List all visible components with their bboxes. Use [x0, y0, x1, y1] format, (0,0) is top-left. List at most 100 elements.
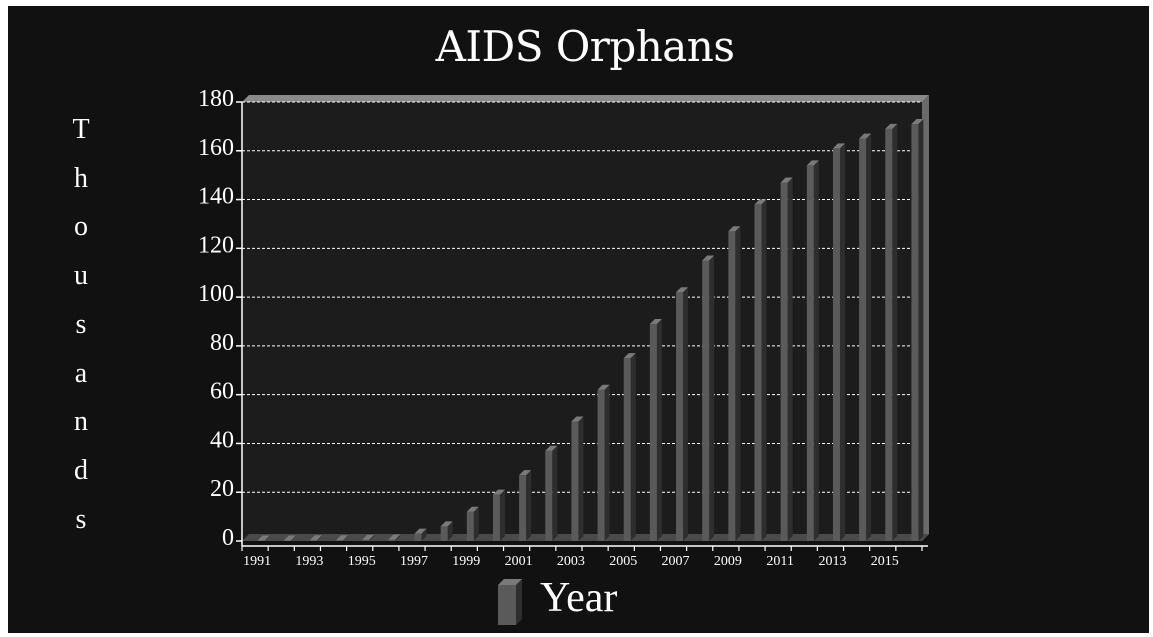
bar-side — [604, 384, 610, 541]
bar-front — [859, 138, 867, 542]
legend-label-year: Year — [540, 575, 618, 621]
bar-side — [709, 255, 715, 541]
bar — [440, 521, 453, 541]
bar-top — [649, 318, 662, 324]
bar-top — [728, 226, 741, 232]
bar-front — [362, 539, 370, 541]
bar-front — [440, 526, 448, 541]
bar-side — [369, 534, 375, 541]
bar-side — [526, 470, 532, 541]
bar-top — [676, 287, 689, 293]
bar — [806, 160, 819, 541]
bar-top — [806, 160, 819, 166]
bar-top — [911, 118, 924, 124]
bar-front — [597, 389, 605, 541]
bar-top — [388, 534, 401, 540]
bar-front — [309, 540, 317, 541]
bar — [545, 445, 558, 541]
x-tick-label: 2009 — [714, 554, 742, 569]
bar-side — [473, 506, 479, 541]
x-tick-label: 2005 — [609, 554, 637, 569]
bar-front — [885, 128, 893, 542]
y-tick-label: 180 — [198, 86, 234, 112]
chart-title: AIDS Orphans — [435, 22, 735, 71]
bar-front — [780, 182, 788, 541]
bar-side — [656, 318, 662, 541]
bar-side — [447, 521, 453, 541]
bar-front — [728, 231, 736, 541]
bar — [649, 318, 662, 541]
bar — [388, 534, 401, 541]
bar-top — [440, 521, 453, 527]
bar-top — [597, 384, 610, 390]
bar — [362, 534, 375, 541]
bar — [283, 535, 296, 542]
bar-front — [832, 148, 840, 542]
bar-top — [885, 123, 898, 129]
bar — [832, 143, 845, 542]
bar-front — [519, 475, 527, 541]
bar-side — [892, 123, 898, 542]
bar-front — [911, 123, 919, 541]
bar-top — [309, 535, 322, 541]
bar-front — [466, 511, 474, 541]
y-tick-label: 40 — [210, 427, 234, 453]
bar-front — [414, 533, 422, 541]
bar-side — [264, 535, 270, 541]
bar-side — [630, 353, 636, 541]
x-tick-label: 2011 — [766, 554, 793, 569]
x-tick-label: 2007 — [662, 554, 690, 569]
x-tick-label: 1991 — [243, 554, 271, 569]
y-tick-label: 160 — [198, 135, 234, 161]
bar-top — [859, 133, 872, 139]
bar-side — [866, 133, 872, 542]
bar-top — [832, 143, 845, 149]
bar — [336, 535, 349, 541]
bar-side — [499, 489, 505, 541]
bar-top — [623, 353, 636, 359]
bar-side — [578, 416, 584, 541]
bar-front — [545, 450, 553, 541]
y-tick-label: 100 — [198, 281, 234, 307]
y-tick-label: 120 — [198, 232, 234, 258]
legend-swatch — [498, 579, 522, 625]
bar-side — [552, 445, 558, 541]
y-tick-label: 60 — [210, 379, 234, 405]
x-tick-label: 2003 — [557, 554, 585, 569]
bar-front — [257, 540, 265, 542]
bar — [911, 118, 924, 541]
bar-front — [336, 540, 344, 541]
bar — [702, 255, 715, 541]
bar-side — [735, 226, 741, 541]
bar-top — [414, 528, 427, 534]
bar-top — [492, 489, 505, 495]
bar-top — [545, 445, 558, 451]
bar — [676, 287, 689, 541]
bar-side — [290, 535, 296, 541]
bar-side — [316, 535, 322, 541]
bar-side — [918, 118, 924, 541]
bar-top — [754, 199, 767, 205]
bar-front — [806, 165, 814, 541]
bar-top — [466, 506, 479, 512]
bar-front — [754, 204, 762, 541]
bar — [519, 470, 532, 541]
bar-top — [519, 470, 532, 476]
bar — [885, 123, 898, 542]
bar — [623, 353, 636, 541]
bar — [257, 535, 270, 542]
bar-front — [388, 539, 396, 541]
bar — [466, 506, 479, 541]
bar-top — [283, 535, 296, 541]
bar-front — [702, 260, 710, 541]
y-tick-label: 80 — [210, 330, 234, 356]
bar — [780, 177, 793, 541]
bar-top — [780, 177, 793, 183]
bar-front — [676, 292, 684, 541]
x-tick-label: 1995 — [348, 554, 376, 569]
bar — [728, 226, 741, 541]
bar-front — [623, 358, 631, 541]
bar — [309, 535, 322, 541]
